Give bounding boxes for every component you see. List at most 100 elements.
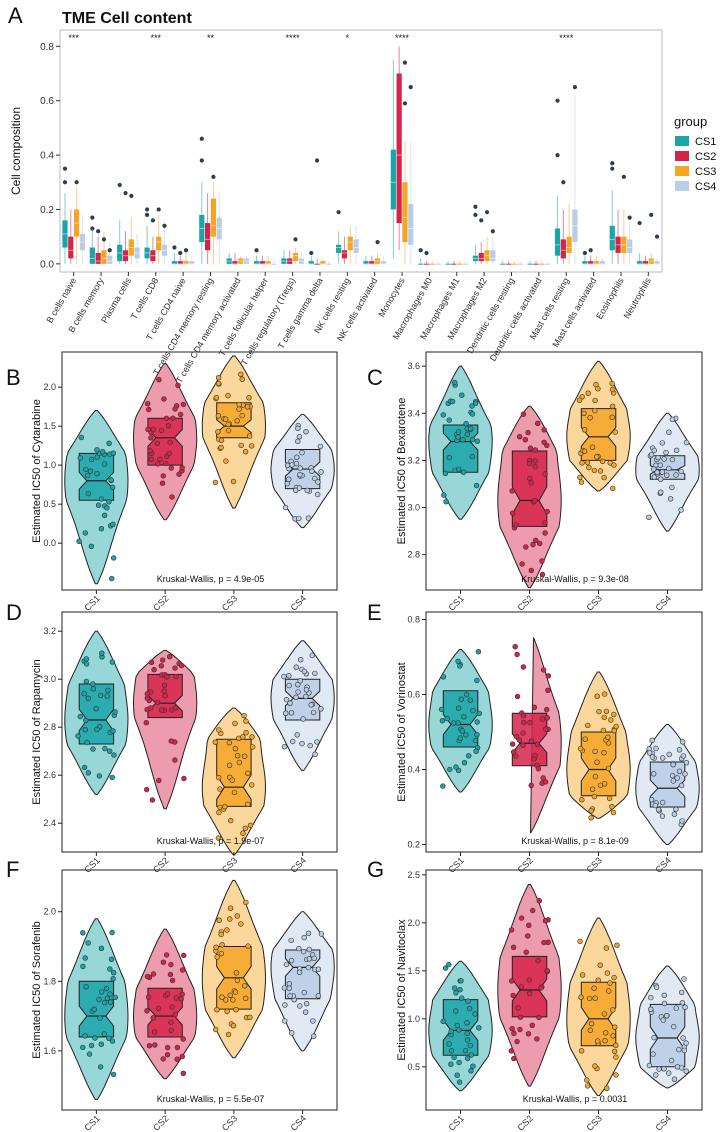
data-point <box>469 403 475 409</box>
group-cs1: CS1 <box>428 648 493 875</box>
data-point <box>246 433 253 439</box>
significance-label: *** <box>68 33 79 43</box>
y-axis-label: Estimated IC50 of Rapamycin <box>31 659 43 805</box>
data-point <box>97 1064 104 1070</box>
data-point <box>282 1018 288 1024</box>
outlier-point <box>402 60 408 65</box>
data-point <box>225 392 231 399</box>
data-point <box>172 1011 179 1018</box>
data-point <box>295 438 301 445</box>
data-point <box>449 398 456 405</box>
data-point <box>214 954 220 960</box>
data-point <box>601 749 607 756</box>
x-tick-label: T cells CD8 <box>129 276 161 321</box>
data-point <box>163 460 169 467</box>
data-point <box>523 949 529 955</box>
data-point <box>525 429 531 436</box>
data-point <box>533 537 539 543</box>
data-point <box>679 739 686 745</box>
data-point <box>293 460 300 467</box>
data-point <box>526 460 533 467</box>
outlier-point <box>572 85 578 90</box>
data-point <box>450 720 457 726</box>
outlier-point <box>627 215 632 220</box>
y-axis-label: Estimated IC50 of Sorafenib <box>31 921 43 1059</box>
data-point <box>226 739 233 746</box>
data-point <box>610 1033 616 1039</box>
box <box>642 261 649 264</box>
y-tick-label: 1.0 <box>43 460 56 470</box>
data-point <box>469 453 476 460</box>
data-point <box>585 722 591 729</box>
outlier-point <box>62 166 68 171</box>
data-point <box>298 656 304 663</box>
data-point <box>541 439 547 445</box>
data-point <box>648 451 655 458</box>
y-axis-label: Estimated IC50 of Navitoclax <box>396 919 408 1061</box>
data-point <box>655 806 662 813</box>
category-group: NK cells activated <box>335 252 386 343</box>
data-point <box>457 986 463 993</box>
data-point <box>102 745 108 752</box>
data-point <box>156 777 162 784</box>
notched-box <box>78 452 115 501</box>
y-tick-label: 1.6 <box>43 1046 56 1056</box>
data-point <box>654 469 660 475</box>
data-point <box>673 447 680 453</box>
data-point <box>283 961 290 968</box>
data-point <box>650 1051 656 1057</box>
data-point <box>164 1044 171 1051</box>
group-cs3: CS3 <box>201 355 267 613</box>
data-point <box>76 538 82 544</box>
data-point <box>172 406 178 412</box>
data-point <box>288 710 295 716</box>
data-point <box>605 765 612 772</box>
data-point <box>247 1014 253 1020</box>
data-point <box>160 473 167 479</box>
data-point <box>154 699 161 706</box>
data-point <box>243 718 249 724</box>
data-point <box>520 742 526 748</box>
data-point <box>511 1030 517 1037</box>
x-tick-label: CS1 <box>446 855 465 874</box>
data-point <box>451 985 458 991</box>
data-point <box>683 439 690 446</box>
data-point <box>218 437 225 444</box>
y-tick-label: 3.2 <box>407 455 420 465</box>
category-group: Dendritic cells resting <box>465 261 523 355</box>
data-point <box>104 505 110 511</box>
panel-letter-g: G <box>367 857 384 882</box>
data-point <box>463 421 469 427</box>
data-point <box>650 771 657 777</box>
outlier-point <box>101 237 107 242</box>
y-tick-label: 3.0 <box>407 503 420 513</box>
outlier-point <box>309 250 314 256</box>
data-point <box>216 809 222 816</box>
y-tick-label: 0.5 <box>407 1062 420 1072</box>
data-point <box>525 1031 532 1037</box>
data-point <box>527 445 534 451</box>
data-point <box>94 447 100 453</box>
outlier-point <box>117 182 122 188</box>
data-point <box>179 465 185 471</box>
group-cs4: CS4 <box>635 965 700 1132</box>
data-point <box>112 994 118 1001</box>
data-point <box>509 488 515 494</box>
data-point <box>456 1027 462 1033</box>
data-point <box>283 710 289 716</box>
data-point <box>576 397 583 403</box>
data-point <box>465 998 471 1004</box>
data-point <box>215 429 221 435</box>
data-point <box>614 942 620 948</box>
data-point <box>174 1044 181 1051</box>
data-point <box>85 472 91 479</box>
box <box>593 261 600 264</box>
data-point <box>80 963 86 970</box>
data-point <box>608 717 614 723</box>
data-point <box>679 1000 686 1006</box>
data-point <box>463 691 470 698</box>
y-tick-label: 2.8 <box>407 550 420 560</box>
data-point <box>234 418 240 424</box>
data-point <box>82 717 89 723</box>
box <box>189 261 195 264</box>
